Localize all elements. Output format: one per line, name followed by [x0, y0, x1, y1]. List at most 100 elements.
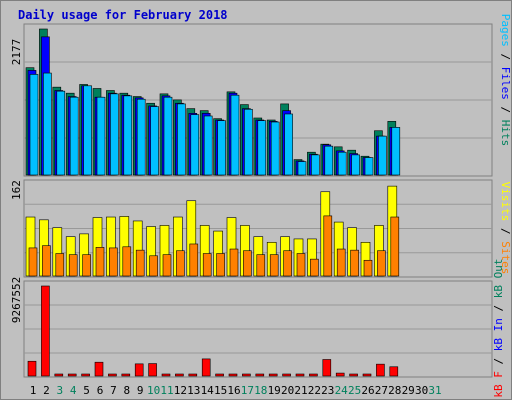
- bar-pages: [364, 157, 374, 176]
- legend-kbin: kB In: [492, 318, 505, 351]
- bar-sites: [269, 254, 279, 277]
- legend-sep-1: /: [499, 47, 512, 67]
- bar-kbf: [81, 373, 90, 377]
- day-tick-label: 8: [123, 384, 130, 397]
- bar-pages: [177, 103, 186, 176]
- bar-pages: [378, 135, 387, 176]
- legend-pages: Pages: [499, 14, 512, 47]
- bar-sites: [176, 250, 185, 277]
- middle-right-legend: Visits / Sites: [499, 182, 512, 275]
- bar-sites: [28, 247, 38, 277]
- day-tick-label: 23: [321, 384, 334, 397]
- bar-pages: [284, 113, 293, 176]
- bar-kbf: [349, 373, 358, 377]
- legend-sites: Sites: [499, 241, 512, 274]
- day-tick-label: 14: [201, 384, 215, 397]
- bar-kbf: [201, 358, 211, 377]
- day-tick-label: 15: [214, 384, 227, 397]
- bar-sites: [243, 250, 252, 277]
- bar-sites: [82, 254, 91, 277]
- bar-sites: [229, 248, 239, 277]
- bar-sites: [323, 215, 333, 277]
- day-tick-label: 17: [241, 384, 254, 397]
- bar-kbf: [215, 373, 224, 377]
- bar-kbf: [309, 373, 318, 377]
- bar-kbf: [322, 359, 332, 377]
- bar-sites: [42, 245, 51, 277]
- legend-sep-5: /: [492, 298, 505, 318]
- day-tick-label: 12: [174, 384, 187, 397]
- day-tick-label: 31: [428, 384, 441, 397]
- bar-pages: [324, 145, 334, 176]
- bar-sites: [296, 253, 306, 277]
- bar-pages: [163, 96, 173, 176]
- bar-kbf: [228, 373, 238, 377]
- top-right-legend: Pages / Files / Hits: [499, 14, 512, 147]
- bar-pages: [69, 96, 79, 176]
- day-tick-label: 9: [137, 384, 144, 397]
- bar-sites: [377, 250, 386, 277]
- bar-kbf: [255, 373, 265, 377]
- bar-pages: [217, 120, 226, 176]
- bar-pages: [230, 94, 240, 176]
- bar-pages: [311, 154, 320, 176]
- day-tick-label: 30: [415, 384, 428, 397]
- legend-sep-3: /: [499, 221, 512, 241]
- bar-pages: [391, 127, 401, 176]
- day-tick-label: 25: [348, 384, 361, 397]
- day-tick-label: 13: [187, 384, 200, 397]
- day-tick-label: 6: [97, 384, 104, 397]
- day-tick-label: 29: [402, 384, 415, 397]
- bar-kbf: [282, 373, 291, 377]
- legend-files: Files: [499, 67, 512, 100]
- day-tick-label: 26: [361, 384, 374, 397]
- day-tick-label: 22: [308, 384, 321, 397]
- bar-kbf: [161, 373, 171, 377]
- day-tick-label: 1: [30, 384, 37, 397]
- bar-pages: [110, 93, 119, 176]
- bar-pages: [203, 115, 213, 176]
- bar-sites: [216, 253, 225, 277]
- bar-kbf: [41, 285, 50, 377]
- bar-sites: [55, 253, 65, 277]
- bar-kbf: [335, 372, 345, 377]
- bar-sites: [135, 249, 145, 277]
- bar-kbf: [94, 361, 104, 377]
- bar-kbf: [134, 363, 144, 377]
- chart-title: Daily usage for February 2018: [18, 8, 228, 22]
- bar-pages: [29, 74, 39, 176]
- day-tick-label: 21: [294, 384, 307, 397]
- bar-kbf: [108, 373, 117, 377]
- bar-pages: [123, 95, 133, 176]
- day-tick-label: 27: [375, 384, 388, 397]
- bar-sites: [350, 249, 359, 277]
- bar-sites: [149, 255, 158, 277]
- day-tick-label: 2: [43, 384, 50, 397]
- bar-kbf: [121, 373, 131, 377]
- bar-kbf: [27, 360, 37, 377]
- legend-kbout: kB Out: [492, 258, 505, 298]
- bar-pages: [297, 161, 307, 176]
- day-tick-label: 10: [147, 384, 160, 397]
- bar-kbf: [389, 366, 399, 377]
- bar-pages: [190, 114, 200, 176]
- bar-kbf: [242, 373, 251, 377]
- legend-sep-4: /: [492, 351, 505, 371]
- legend-kbf: kB F: [492, 371, 505, 398]
- day-tick-label: 24: [335, 384, 349, 397]
- bar-sites: [162, 254, 172, 277]
- bar-sites: [363, 259, 373, 277]
- day-tick-label: 28: [388, 384, 401, 397]
- bottom-right-legend: kB F / kB In / kB Out: [492, 258, 505, 397]
- day-tick-label: 4: [70, 384, 77, 397]
- bar-kbf: [376, 363, 385, 377]
- bar-pages: [150, 106, 159, 176]
- bar-pages: [83, 85, 92, 176]
- legend-hits: Hits: [499, 120, 512, 147]
- bar-kbf: [295, 373, 305, 377]
- bar-sites: [95, 247, 105, 277]
- bottom-scale-label: 9267552: [10, 277, 23, 323]
- day-tick-label: 7: [110, 384, 117, 397]
- bar-kbf: [188, 373, 198, 377]
- bar-sites: [336, 248, 346, 277]
